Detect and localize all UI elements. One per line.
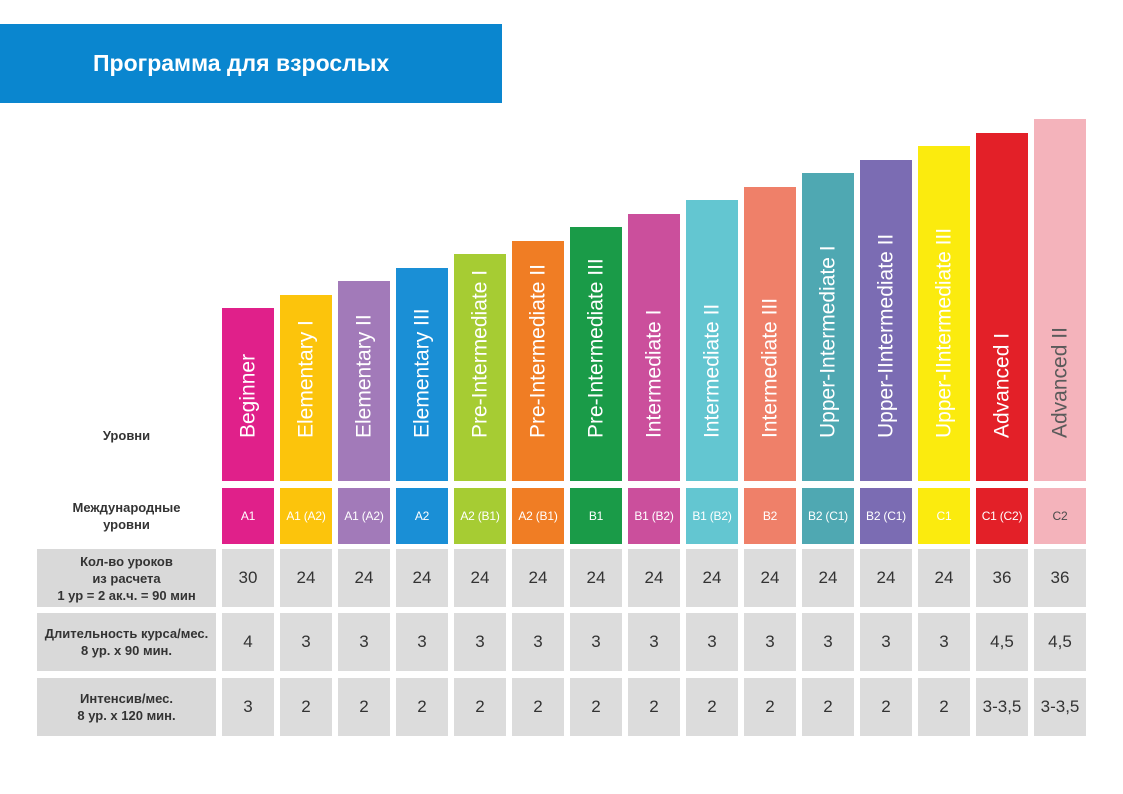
intensive-cell: 3-3,5 [1034, 678, 1086, 736]
duration-cell: 4,5 [1034, 613, 1086, 671]
row-label-levels: Уровни [102, 427, 151, 443]
row-label-intensive: Интенсив/мес. 8 ур. х 120 мин. [37, 678, 216, 736]
international-level: A2 [396, 488, 448, 544]
lessons-cell: 24 [744, 549, 796, 607]
international-level: A1 (A2) [280, 488, 332, 544]
intensive-cell: 2 [860, 678, 912, 736]
international-level: C1 (C2) [976, 488, 1028, 544]
international-level: A2 (B1) [512, 488, 564, 544]
level-bar: Upper-IIntermediate II [860, 160, 912, 481]
level-name: Upper-IIntermediate III [932, 227, 956, 438]
level-name: Intermediate II [700, 303, 724, 438]
duration-cell: 3 [628, 613, 680, 671]
level-name: Intermediate III [758, 297, 782, 438]
lessons-cell: 24 [280, 549, 332, 607]
intensive-cell: 2 [512, 678, 564, 736]
duration-cell: 3 [686, 613, 738, 671]
duration-cell: 3 [280, 613, 332, 671]
level-bar: Pre-Intermediate I [454, 254, 506, 481]
level-name: Elementary III [410, 308, 434, 438]
level-name: Elementary I [294, 320, 318, 438]
lessons-cell: 30 [222, 549, 274, 607]
level-bar: Upper-IIntermediate III [918, 146, 970, 481]
lessons-cell: 24 [802, 549, 854, 607]
international-level: B1 [570, 488, 622, 544]
level-name: Upper-IIntermediate II [874, 233, 898, 438]
duration-cell: 3 [802, 613, 854, 671]
intensive-cell: 3-3,5 [976, 678, 1028, 736]
lessons-cell: 24 [454, 549, 506, 607]
lessons-cell: 36 [1034, 549, 1086, 607]
lessons-cell: 24 [338, 549, 390, 607]
duration-cell: 3 [338, 613, 390, 671]
level-name: Elementary II [352, 314, 376, 438]
level-bar: Pre-Intermediate III [570, 227, 622, 481]
international-level: B2 (C1) [860, 488, 912, 544]
lessons-cell: 24 [860, 549, 912, 607]
international-level: B1 (B2) [686, 488, 738, 544]
level-name: Pre-Intermediate III [584, 258, 608, 438]
level-name: Pre-Intermediate II [526, 264, 550, 438]
lessons-cell: 24 [570, 549, 622, 607]
intensive-cell: 2 [744, 678, 796, 736]
international-level: B1 (B2) [628, 488, 680, 544]
international-level: B2 (C1) [802, 488, 854, 544]
level-name: Advanced I [990, 332, 1014, 438]
international-level: C2 [1034, 488, 1086, 544]
row-label-duration: Длительность курса/мес. 8 ур. х 90 мин. [37, 613, 216, 671]
level-name: Intermediate I [642, 309, 666, 438]
duration-cell: 3 [570, 613, 622, 671]
level-bar: Elementary I [280, 295, 332, 481]
level-bar: Elementary III [396, 268, 448, 481]
level-name: Advanced II [1048, 327, 1072, 438]
duration-cell: 3 [512, 613, 564, 671]
level-bar: Intermediate II [686, 200, 738, 481]
level-bar: Advanced II [1034, 119, 1086, 481]
duration-cell: 4 [222, 613, 274, 671]
row-label-international-levels: Международные уровни [72, 500, 181, 532]
duration-cell: 3 [918, 613, 970, 671]
level-bar: Advanced I [976, 133, 1028, 481]
level-bar: Beginner [222, 308, 274, 481]
lessons-cell: 24 [512, 549, 564, 607]
duration-cell: 3 [744, 613, 796, 671]
international-level: A1 [222, 488, 274, 544]
level-bar: Upper-Intermediate I [802, 173, 854, 481]
duration-cell: 3 [454, 613, 506, 671]
level-name: Pre-Intermediate I [468, 269, 492, 438]
level-bar: Intermediate I [628, 214, 680, 481]
duration-cell: 3 [396, 613, 448, 671]
level-name: Upper-Intermediate I [816, 245, 840, 438]
level-bar: Pre-Intermediate II [512, 241, 564, 481]
intensive-cell: 2 [454, 678, 506, 736]
intensive-cell: 2 [802, 678, 854, 736]
lessons-cell: 24 [628, 549, 680, 607]
lessons-cell: 36 [976, 549, 1028, 607]
lessons-cell: 24 [918, 549, 970, 607]
row-label-lessons: Кол-во уроков из расчета 1 ур = 2 ак.ч. … [37, 549, 216, 607]
duration-cell: 4,5 [976, 613, 1028, 671]
duration-cell: 3 [860, 613, 912, 671]
lessons-cell: 24 [396, 549, 448, 607]
intensive-cell: 2 [338, 678, 390, 736]
intensive-cell: 2 [396, 678, 448, 736]
international-level: A2 (B1) [454, 488, 506, 544]
intensive-cell: 2 [628, 678, 680, 736]
intensive-cell: 3 [222, 678, 274, 736]
intensive-cell: 2 [686, 678, 738, 736]
intensive-cell: 2 [918, 678, 970, 736]
level-bar: Intermediate III [744, 187, 796, 481]
level-name: Beginner [236, 353, 260, 438]
intensive-cell: 2 [280, 678, 332, 736]
intensive-cell: 2 [570, 678, 622, 736]
page-title: Программа для взрослых [0, 24, 502, 103]
international-level: A1 (A2) [338, 488, 390, 544]
international-level: B2 [744, 488, 796, 544]
level-bar: Elementary II [338, 281, 390, 481]
lessons-cell: 24 [686, 549, 738, 607]
international-level: C1 [918, 488, 970, 544]
